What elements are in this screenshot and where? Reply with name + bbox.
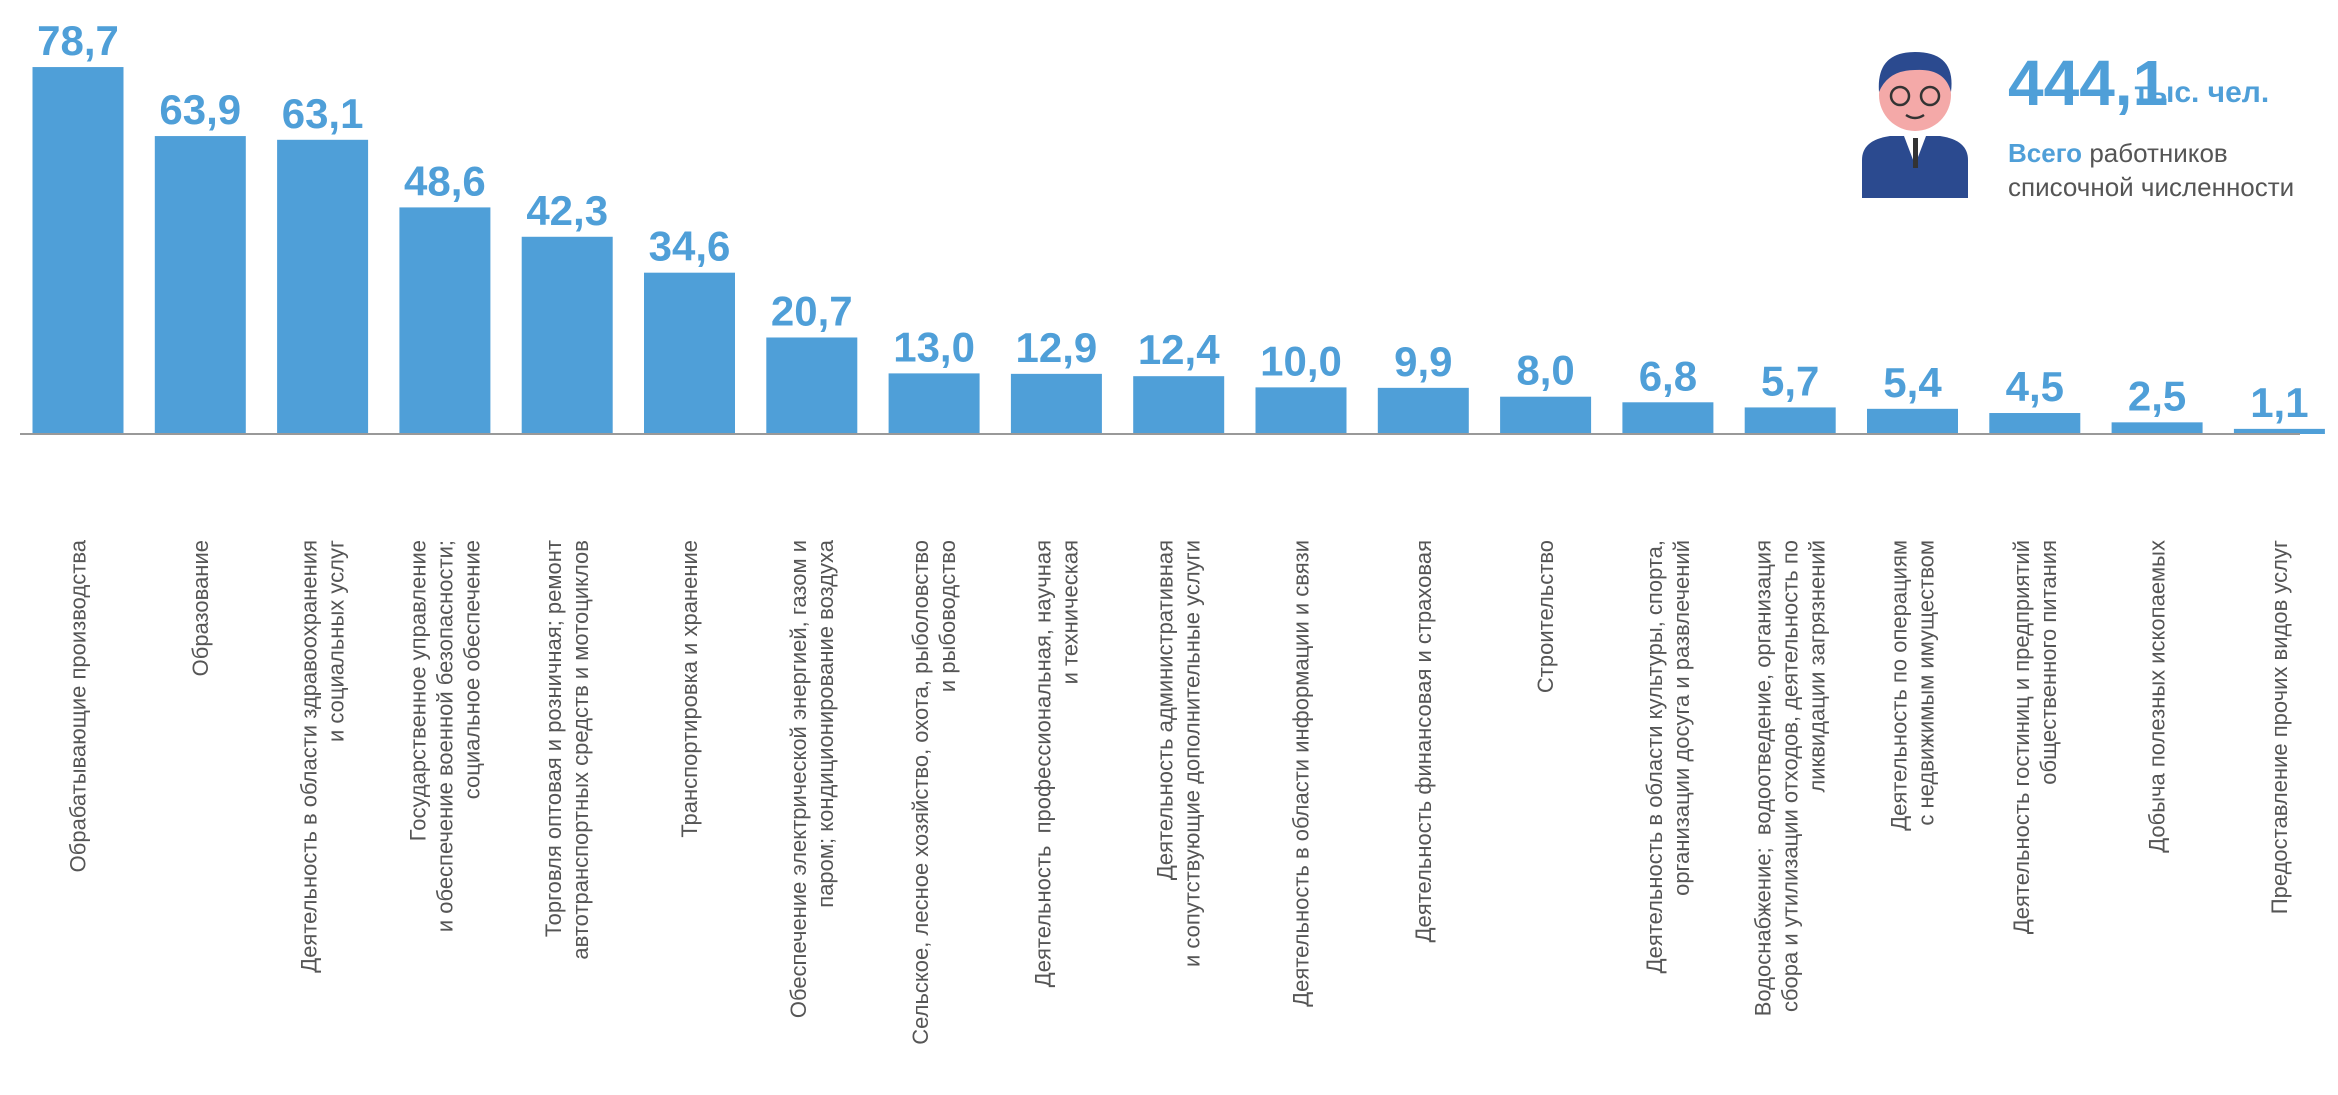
value-label: 6,8 <box>1639 352 1697 399</box>
category-label: Деятельность в области культуры, спорта,… <box>1641 540 1694 974</box>
category-label: Деятельность административная и сопутств… <box>1152 540 1205 968</box>
category-label: Торговля оптовая и розничная; ремонт авт… <box>541 540 594 960</box>
bar <box>1010 373 1102 434</box>
value-label: 12,4 <box>1138 326 1220 373</box>
category-label: Добыча полезных ископаемых <box>2144 540 2170 853</box>
category-label: Деятельность гостиниц и предприятий обще… <box>2008 540 2061 935</box>
value-label: 48,6 <box>404 157 486 204</box>
bar <box>521 236 613 434</box>
bar <box>1622 402 1714 434</box>
value-label: 12,9 <box>1016 324 1098 371</box>
bar <box>399 207 491 434</box>
bar <box>888 373 980 434</box>
value-label: 20,7 <box>771 287 853 334</box>
category-label: Деятельность по операциям с недвижимым и… <box>1886 540 1939 831</box>
total-value: 444,1 <box>2008 47 2169 119</box>
value-label: 5,4 <box>1883 359 1942 406</box>
bar <box>1867 408 1958 434</box>
category-label: Деятельность профессиональная, научная и… <box>1030 540 1083 988</box>
caption: работников списочной численности <box>2008 138 2295 202</box>
value-label: 63,1 <box>282 90 364 137</box>
value-label: 10,0 <box>1260 337 1342 384</box>
value-label: 34,6 <box>649 223 731 270</box>
caption-bold: Всего <box>2008 138 2083 168</box>
total-unit: тыс. чел. <box>2134 76 2270 109</box>
bar <box>1377 387 1469 434</box>
category-label: Деятельность финансовая и страховая <box>1410 540 1436 943</box>
value-label: 5,7 <box>1761 357 1819 404</box>
category-label: Деятельность в области здравоохранения и… <box>296 540 349 973</box>
value-label: 9,9 <box>1394 338 1452 385</box>
category-label: Обрабатывающие производства <box>65 540 91 873</box>
category-label: Водоснабжение; водоотведение, организаци… <box>1750 540 1830 1017</box>
value-label: 42,3 <box>526 187 608 234</box>
bar <box>277 139 369 434</box>
bar <box>1500 396 1592 434</box>
bar <box>154 136 246 434</box>
value-label: 2,5 <box>2128 372 2186 419</box>
bar <box>1744 407 1836 434</box>
category-label: Обеспечение электрической энергией, газо… <box>785 540 838 1019</box>
category-label: Сельское, лесное хозяйство, охота, рыбол… <box>908 540 961 1045</box>
bar <box>1989 413 2081 434</box>
category-label: Государственное управление и обеспечение… <box>405 540 485 933</box>
value-label: 8,0 <box>1516 347 1574 394</box>
value-label: 4,5 <box>2006 363 2064 410</box>
value-label: 63,9 <box>159 86 241 133</box>
bar <box>32 67 124 434</box>
bar <box>2111 422 2203 434</box>
category-label: Образование <box>187 540 213 677</box>
bar <box>1133 376 1225 434</box>
bar <box>766 337 858 434</box>
value-label: 13,0 <box>893 323 975 370</box>
category-label: Строительство <box>1533 540 1559 694</box>
total-caption: Всего работников списочной численности <box>2008 136 2294 204</box>
value-label: 1,1 <box>2250 379 2308 426</box>
value-label: 78,7 <box>37 17 119 64</box>
bar <box>1255 387 1347 434</box>
category-label: Предоставление прочих видов услуг <box>2266 540 2292 915</box>
bar <box>2233 428 2325 434</box>
category-label: Деятельность в области информации и связ… <box>1288 540 1314 1007</box>
bar <box>644 272 735 434</box>
person-icon <box>1862 52 1968 198</box>
category-label: Транспортировка и хранение <box>677 540 702 838</box>
